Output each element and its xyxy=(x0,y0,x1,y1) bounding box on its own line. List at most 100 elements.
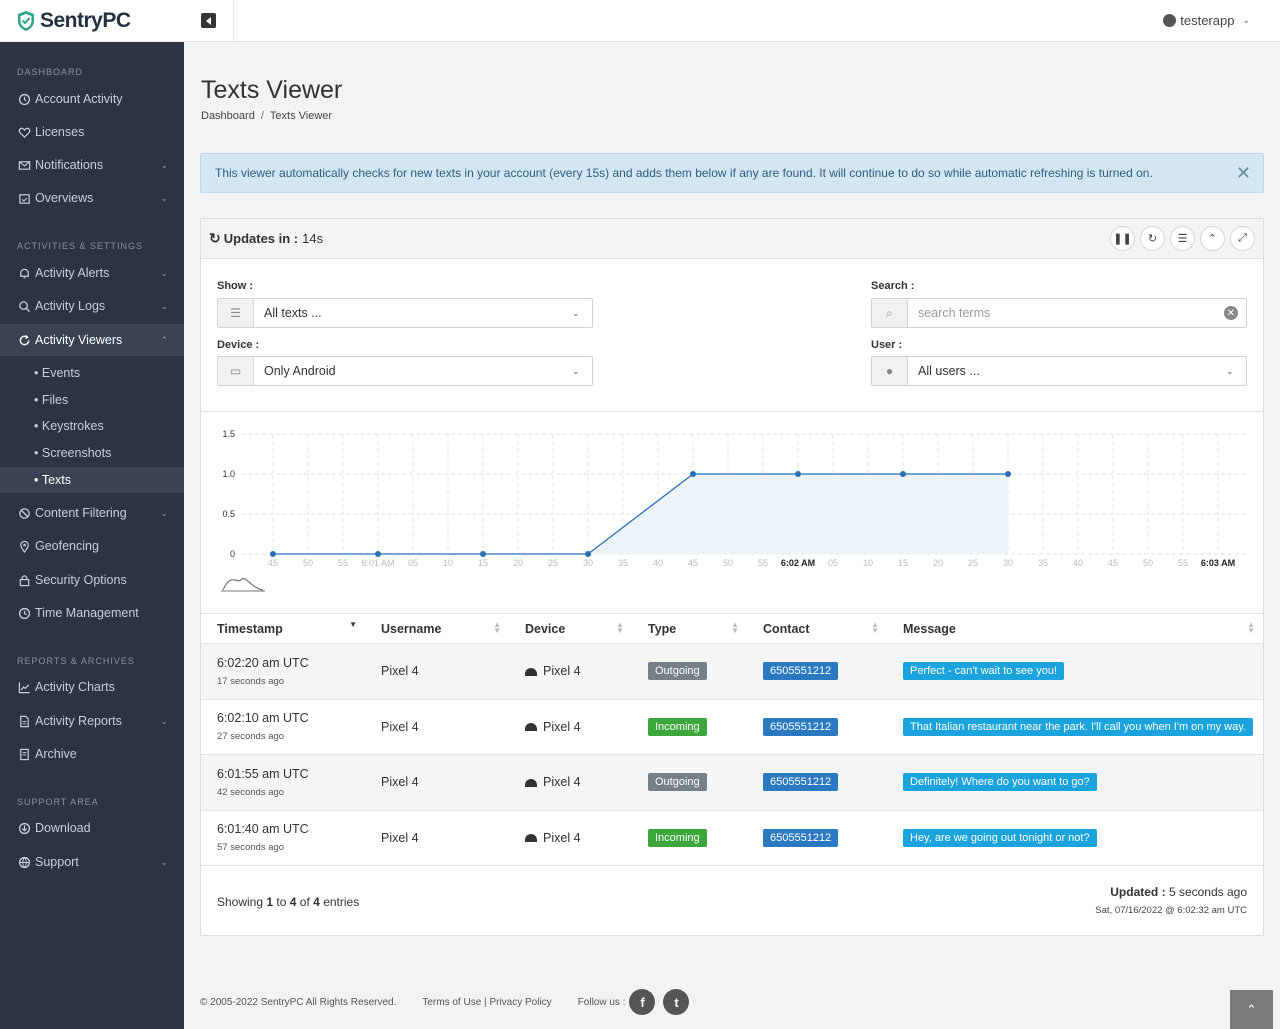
entries-to: 4 xyxy=(289,895,297,909)
entries-info: Showing 1 to 4 of 4 entries xyxy=(217,895,359,909)
facebook-icon[interactable]: f xyxy=(629,989,656,1015)
sidebar-item-notifications[interactable]: Notifications ⌄ xyxy=(0,149,184,181)
column-message[interactable]: Message ▲ ▼ xyxy=(887,613,1263,644)
x-tick-label: 10 xyxy=(443,558,453,568)
clock-icon xyxy=(18,607,31,620)
device-value: Only Android xyxy=(264,364,336,378)
sidebar-item-security-options[interactable]: Security Options xyxy=(0,564,184,596)
sort-icon: ▲ ▼ xyxy=(493,620,501,635)
sidebar-item-label: Activity Reports xyxy=(35,714,122,728)
sidebar-subitem-screenshots[interactable]: • Screenshots xyxy=(34,446,112,460)
table-row[interactable]: 6:02:10 am UTC 27 seconds ago Pixel 4 Pix… xyxy=(201,699,1263,755)
back-to-top-button[interactable]: ⌃ xyxy=(1230,990,1273,1029)
breadcrumb: Dashboard / Texts Viewer xyxy=(201,110,333,122)
sidebar-item-activity-viewers[interactable]: Activity Viewers ⌃ xyxy=(0,324,184,356)
contact-badge[interactable]: 6505551212 xyxy=(763,773,839,792)
fullscreen-button[interactable]: ⤢ xyxy=(1230,226,1255,251)
contact-badge[interactable]: 6505551212 xyxy=(763,717,839,736)
sidebar-item-account-activity[interactable]: Account Activity xyxy=(0,83,184,115)
x-tick-label: 55 xyxy=(1178,558,1188,568)
chevron-down-icon: ⌄ xyxy=(160,192,168,203)
sidebar-item-overviews[interactable]: Overviews ⌄ xyxy=(0,182,184,214)
sidebar-item-label: Support xyxy=(35,855,79,869)
table-row[interactable]: 6:01:55 am UTC 42 seconds ago Pixel 4 Pix… xyxy=(201,754,1263,811)
table-header-row: Timestamp ▼ Username ▲ ▼ Device ▲ ▼ Type ▲ ▼ Co… xyxy=(201,613,1263,644)
close-icon[interactable]: ✕ xyxy=(1235,163,1251,183)
info-alert: This viewer automatically checks for new… xyxy=(200,153,1264,193)
sidebar-item-activity-reports[interactable]: Activity Reports ⌄ xyxy=(0,705,184,737)
privacy-link[interactable]: Privacy Policy xyxy=(489,996,552,1008)
user-select[interactable]: ● All users ... ⌄ xyxy=(871,356,1247,386)
sidebar-item-support[interactable]: Support ⌄ xyxy=(0,846,184,878)
reload-button[interactable]: ↻ xyxy=(1140,226,1165,251)
sidebar-item-label: Content Filtering xyxy=(35,506,127,520)
timestamp: 6:02:20 am UTC xyxy=(217,655,309,670)
timestamp: 6:01:40 am UTC xyxy=(217,822,309,837)
search-input[interactable] xyxy=(908,306,1224,320)
sidebar-subitem-label: Files xyxy=(41,393,69,407)
sidebar-subitem-events[interactable]: • Events xyxy=(34,366,81,380)
contact-badge[interactable]: 6505551212 xyxy=(763,662,839,681)
column-timestamp[interactable]: Timestamp ▼ xyxy=(201,613,365,644)
follow-label: Follow us : xyxy=(577,996,626,1008)
user-menu[interactable]: testerapp ⌄ xyxy=(1163,13,1250,28)
sidebar-item-time-management[interactable]: Time Management xyxy=(0,597,184,629)
sidebar-item-activity-alerts[interactable]: Activity Alerts ⌄ xyxy=(0,257,184,289)
line-chart-icon xyxy=(18,681,31,694)
sidebar-item-download[interactable]: Download xyxy=(0,812,184,844)
breadcrumb-dashboard[interactable]: Dashboard xyxy=(201,110,255,122)
column-contact[interactable]: Contact ▲ ▼ xyxy=(747,613,887,644)
section-dashboard: DASHBOARD xyxy=(17,67,84,77)
table-row[interactable]: 6:02:20 am UTC 17 seconds ago Pixel 4 Pix… xyxy=(201,643,1263,700)
device-label: Device : xyxy=(217,339,260,351)
collapse-sidebar-button[interactable] xyxy=(201,13,216,28)
chevron-down-icon: ⌄ xyxy=(1242,15,1250,25)
sidebar-item-activity-charts[interactable]: Activity Charts xyxy=(0,671,184,703)
sidebar-item-content-filtering[interactable]: Content Filtering ⌄ xyxy=(0,497,184,529)
settings-button[interactable]: ☰ xyxy=(1170,226,1195,251)
x-tick-label: 20 xyxy=(513,558,523,568)
column-username[interactable]: Username ▲ ▼ xyxy=(365,613,509,644)
device-select[interactable]: ▭ Only Android ⌄ xyxy=(217,356,593,386)
type-badge: Outgoing xyxy=(648,662,707,681)
android-icon xyxy=(525,778,537,787)
column-label: Contact xyxy=(763,621,810,636)
card-header: ↻ Updates in : 14s ❚❚ ↻ ☰ ⌃ ⤢ xyxy=(201,219,1263,259)
column-device[interactable]: Device ▲ ▼ xyxy=(509,613,632,644)
sidebar-subitem-keystrokes[interactable]: • Keystrokes xyxy=(34,419,104,433)
show-select[interactable]: ☰ All texts ... ⌄ xyxy=(217,298,593,328)
user-label: User : xyxy=(871,339,903,351)
user-circle-icon xyxy=(1163,14,1177,27)
username-cell: Pixel 4 xyxy=(365,754,509,811)
entries-total: 4 xyxy=(313,895,320,909)
user-value: All users ... xyxy=(918,364,980,378)
pause-button[interactable]: ❚❚ xyxy=(1110,226,1135,251)
contact-badge[interactable]: 6505551212 xyxy=(763,828,839,847)
message-badge: Hey, are we going out tonight or not? xyxy=(903,828,1097,847)
texts-chart: 0 0.5 1.0 1.5 45 50 55 6:01 AM 05 10 15 20 25 30 35 40 4… xyxy=(201,411,1263,613)
sidebar-item-archive[interactable]: Archive xyxy=(0,738,184,770)
logo[interactable]: SentryPC xyxy=(0,0,184,42)
sidebar-subitem-files[interactable]: • Files xyxy=(34,393,69,407)
sort-icon: ▲ ▼ xyxy=(871,620,879,635)
clear-search-icon[interactable]: ✕ xyxy=(1224,306,1238,320)
x-tick-label: 35 xyxy=(1038,558,1048,568)
sidebar-subitem-texts[interactable]: • Texts xyxy=(0,467,184,493)
countdown: 14s xyxy=(302,231,324,246)
sidebar-item-label: Security Options xyxy=(35,573,127,587)
alert-text: This viewer automatically checks for new… xyxy=(215,166,1153,180)
sidebar-item-activity-logs[interactable]: Activity Logs ⌄ xyxy=(0,290,184,322)
sidebar-item-licenses[interactable]: Licenses xyxy=(0,116,184,148)
table-row[interactable]: 6:01:40 am UTC 57 seconds ago Pixel 4 Pix… xyxy=(201,810,1263,866)
twitter-icon[interactable]: t xyxy=(663,989,690,1015)
sidebar-item-label: Account Activity xyxy=(35,92,123,106)
sidebar-item-geofencing[interactable]: Geofencing xyxy=(0,530,184,562)
username: testerapp xyxy=(1180,13,1235,28)
reload-icon: ↻ xyxy=(1147,233,1158,245)
section-reports-archives: REPORTS & ARCHIVES xyxy=(17,656,135,666)
sidebar: SentryPC DASHBOARD Account Activity Lice… xyxy=(0,0,184,1029)
column-type[interactable]: Type ▲ ▼ xyxy=(632,613,747,644)
chevron-down-icon: ⌄ xyxy=(572,307,580,318)
terms-link[interactable]: Terms of Use xyxy=(422,996,482,1008)
collapse-card-button[interactable]: ⌃ xyxy=(1200,226,1225,251)
